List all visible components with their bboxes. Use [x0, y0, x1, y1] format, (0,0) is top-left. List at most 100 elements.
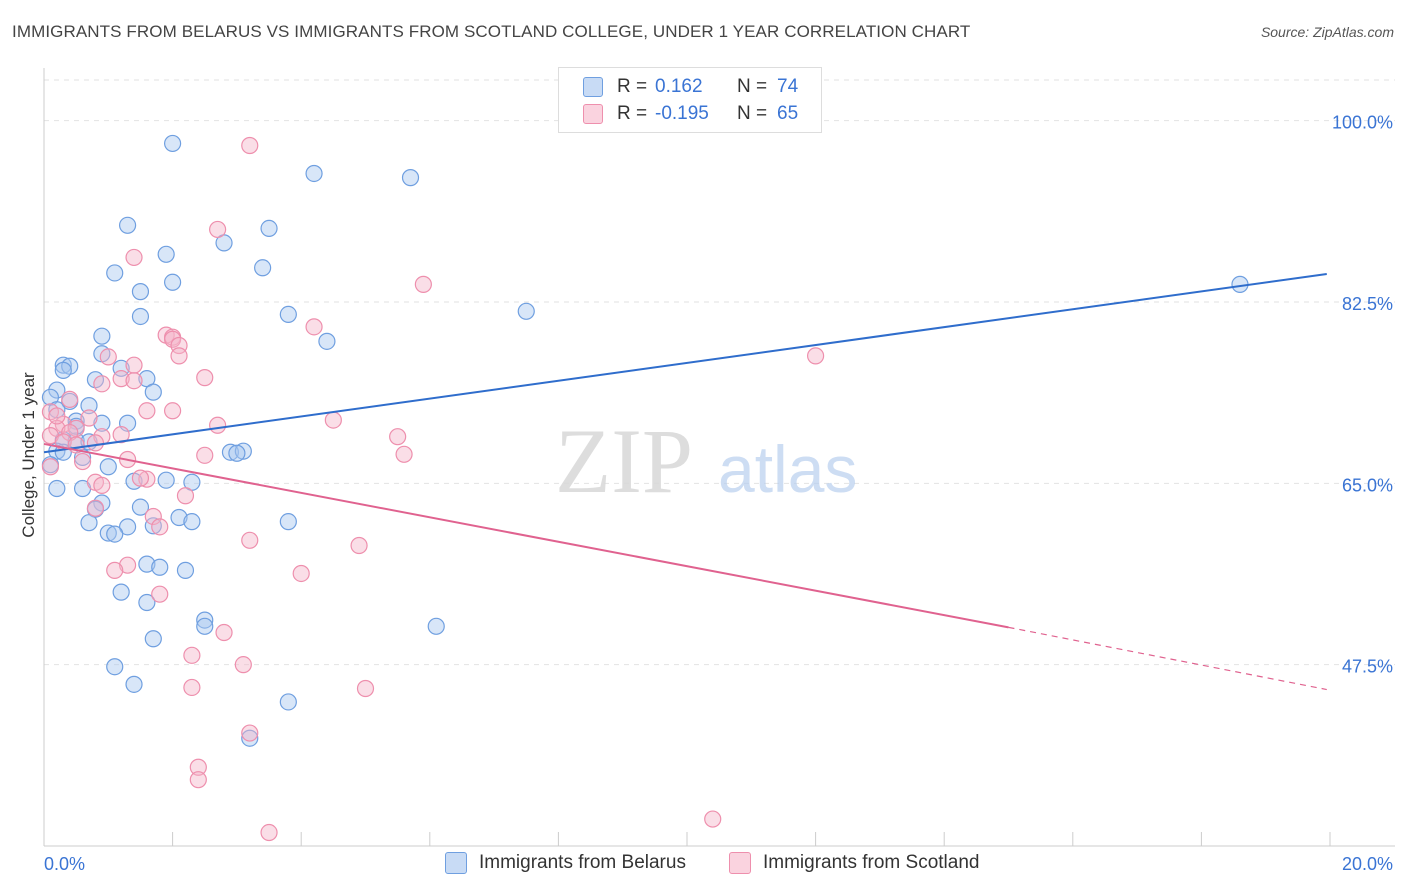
legend-label: Immigrants from Belarus — [479, 852, 686, 873]
y-tick-label: 82.5% — [1342, 294, 1393, 314]
scotland-point — [125, 248, 143, 267]
scotland-point — [196, 446, 214, 464]
scotland-point — [106, 561, 124, 579]
belarus-point — [93, 414, 111, 432]
belarus-point — [138, 593, 156, 612]
belarus-point — [221, 443, 240, 461]
scotland-point — [176, 487, 195, 505]
watermark-atlas: atlas — [718, 432, 857, 506]
belarus-point — [279, 693, 297, 711]
scotland-point — [196, 369, 214, 387]
legend-item-belarus[interactable]: Immigrants from Belarus — [445, 852, 686, 874]
data-points — [41, 134, 1249, 842]
scotland-point — [356, 679, 375, 698]
belarus-point — [138, 555, 156, 573]
belarus-point — [157, 245, 175, 263]
belarus-point — [99, 524, 117, 542]
belarus-point — [183, 513, 201, 531]
y-tick-label: 100.0% — [1332, 113, 1393, 133]
belarus-point — [80, 396, 98, 415]
belarus-point — [106, 264, 124, 282]
scotland-point — [93, 476, 111, 494]
scotland-point — [183, 678, 201, 697]
scotland-point — [125, 372, 143, 390]
belarus-point — [54, 356, 72, 374]
n-value: 65 — [777, 103, 799, 124]
scotland-point — [125, 356, 143, 374]
scotland-point — [112, 370, 130, 388]
belarus-point — [125, 675, 143, 693]
scotland-point — [138, 470, 156, 488]
scotland-point — [324, 411, 342, 429]
scotland-point — [241, 724, 259, 742]
scotland-point — [131, 469, 150, 487]
belarus-point — [176, 561, 195, 579]
belarus-point — [517, 302, 535, 320]
source-credit: Source: ZipAtlas.com — [1260, 24, 1394, 40]
belarus-point — [305, 164, 323, 183]
y-axis-label: College, Under 1 year — [19, 372, 38, 538]
belarus-point — [118, 216, 137, 234]
belarus-point — [54, 361, 72, 379]
r-value: 0.162 — [655, 76, 703, 97]
stats-row-scotland: R = -0.195 N = 65 — [583, 102, 798, 126]
belarus-point — [241, 729, 259, 747]
r-label: R = — [617, 76, 648, 97]
belarus-point — [228, 444, 246, 462]
scotland-point — [151, 585, 169, 603]
scotland-point — [241, 531, 259, 549]
scotland-point — [292, 564, 310, 583]
belarus-point — [260, 219, 278, 237]
y-tick-label: 65.0% — [1342, 475, 1393, 495]
legend-item-scotland[interactable]: Immigrants from Scotland — [729, 852, 979, 874]
n-label: N = — [737, 103, 768, 124]
scotland-legend-swatch — [729, 852, 751, 874]
scotland-point — [86, 499, 105, 517]
scotland-point — [112, 426, 130, 444]
scotland-point — [118, 556, 137, 574]
scotland-point — [170, 347, 188, 365]
stats-row-belarus: R = 0.162 N = 74 — [583, 75, 798, 99]
x-tick-label: 20.0% — [1342, 854, 1393, 874]
scotland-point — [41, 458, 60, 476]
belarus-point — [144, 630, 162, 648]
legend-label: Immigrants from Scotland — [763, 852, 980, 873]
watermark-zip: ZIP — [555, 410, 693, 512]
scotland-point — [151, 518, 169, 536]
scotland-point — [260, 823, 278, 842]
scotland-swatch — [583, 104, 603, 124]
n-label: N = — [737, 76, 768, 97]
scotland-point — [704, 810, 722, 828]
belarus-point — [279, 513, 297, 531]
belarus-point — [144, 383, 162, 401]
belarus-point — [196, 617, 214, 635]
r-label: R = — [617, 103, 648, 124]
r-value: -0.195 — [655, 103, 709, 124]
scotland-point — [389, 428, 407, 446]
x-tick-label: 0.0% — [44, 854, 85, 874]
tick-labels: 47.5% 65.0% 82.5% 100.0% 0.0% 20.0% — [44, 113, 1393, 874]
stats-box: R = 0.162 N = 74 R = -0.195 N = 65 — [558, 67, 822, 133]
scotland-point — [305, 318, 323, 336]
belarus-point — [196, 611, 214, 629]
scotland-point — [80, 409, 98, 427]
belarus-point — [279, 305, 297, 324]
belarus-point — [401, 169, 420, 187]
belarus-point — [254, 259, 272, 277]
scotland-point — [138, 402, 156, 420]
belarus-legend-swatch — [445, 852, 467, 874]
scotland-point — [164, 402, 182, 420]
belarus-point — [131, 283, 150, 301]
trend-lines — [43, 273, 1327, 691]
gridlines — [44, 79, 1395, 666]
belarus-point — [99, 458, 117, 476]
scotland-point — [209, 220, 227, 239]
belarus-trend-line — [43, 273, 1327, 454]
belarus-point — [112, 583, 130, 601]
scotland-trend-extension — [1008, 626, 1327, 691]
axes — [43, 68, 1395, 847]
belarus-point — [106, 658, 124, 676]
scotland-point — [189, 771, 207, 789]
belarus-point — [131, 498, 150, 516]
